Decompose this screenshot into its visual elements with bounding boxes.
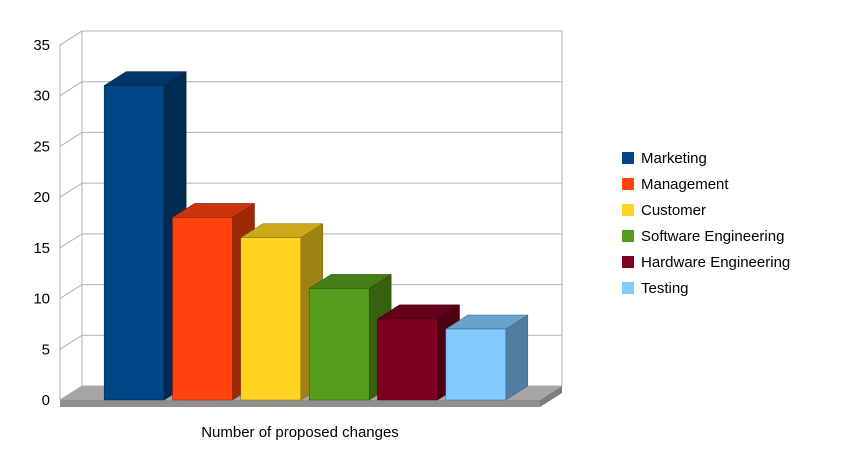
bar-front-face [240,237,302,401]
chart-bars [103,71,529,401]
gridline-left-segment [59,182,83,198]
floor-front [60,400,540,407]
gridline-left-segment [59,334,83,350]
bar-testing [444,314,529,401]
left-wall [59,30,83,401]
legend-item: Testing [622,279,790,297]
legend: Marketing Management Customer Software E… [622,150,790,306]
bar-side-face [505,314,529,401]
gridline-left-segment [59,30,83,46]
gridline-left-segment [59,284,83,299]
gridline-left-segment [59,81,83,97]
legend-label: Software Engineering [641,227,785,245]
legend-swatch [622,256,634,268]
y-tick-label: 25 [33,138,50,155]
legend-swatch [622,230,634,242]
legend-item: Marketing [622,149,790,167]
bar-front-face [445,328,507,401]
gridline-left-segment [59,233,83,249]
legend-swatch [622,152,634,164]
y-tick-label: 20 [33,189,50,206]
y-tick-label: 35 [33,37,50,54]
legend-swatch [622,204,634,216]
legend-label: Hardware Engineering [641,253,791,271]
y-axis-tick-labels: 0 5 10 15 20 25 30 35 [33,37,50,409]
gridline-left-segment [59,132,83,147]
legend-label: Customer [641,201,707,219]
y-tick-label: 15 [33,240,50,257]
legend-item: Software Engineering [622,227,790,245]
legend-swatch [622,178,634,190]
legend-swatch [622,282,634,294]
bar-front-face [308,288,370,401]
legend-item: Hardware Engineering [622,253,791,271]
legend-label: Marketing [641,149,707,167]
y-tick-label: 30 [33,88,50,105]
bar-front-face [172,217,233,401]
y-tick-label: 5 [42,341,50,358]
y-tick-label: 0 [42,392,50,409]
legend-label: Management [641,175,729,193]
legend-item: Customer [622,201,790,219]
legend-label: Testing [641,279,689,297]
bar-front-face [103,85,165,401]
legend-item: Management [622,175,790,193]
y-tick-label: 10 [33,291,50,308]
floor-side [540,386,562,407]
bar-front-face [377,318,438,401]
x-axis-title: Number of proposed changes [201,424,399,441]
